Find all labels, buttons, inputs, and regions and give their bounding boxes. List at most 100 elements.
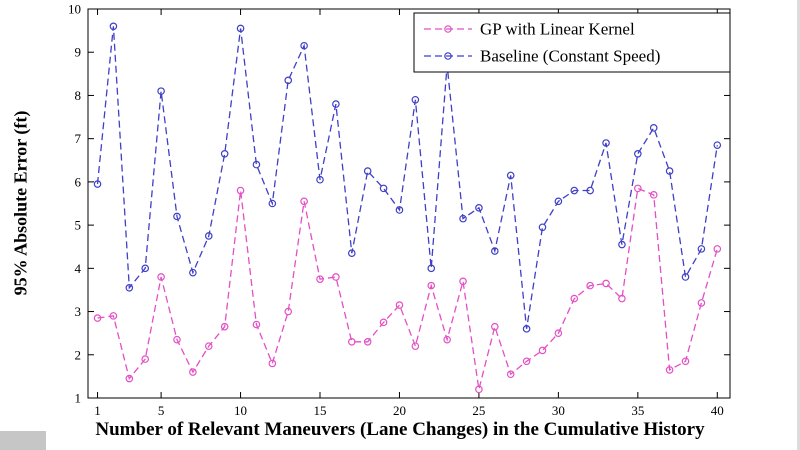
series-marker-1 (268, 199, 277, 208)
series-marker-1 (697, 245, 706, 253)
series-marker-0 (173, 335, 181, 344)
series-marker-1 (506, 171, 515, 180)
series-marker-1 (395, 206, 404, 214)
series-marker-0 (363, 338, 372, 346)
x-tick-label: 25 (472, 403, 485, 418)
series-marker-0 (697, 299, 706, 307)
y-tick-label: 6 (75, 174, 82, 189)
x-tick-label: 15 (314, 403, 327, 418)
series-marker-0 (649, 191, 658, 199)
series-marker-1 (157, 87, 165, 95)
series-marker-1 (236, 24, 245, 33)
legend-label-0: GP with Linear Kernel (480, 20, 635, 39)
series-marker-1 (634, 149, 642, 158)
series-marker-0 (522, 357, 531, 366)
series-marker-1 (570, 186, 579, 195)
series-marker-0 (109, 312, 118, 320)
series-marker-1 (618, 240, 626, 249)
screen-corner-fragment (0, 431, 46, 450)
series-marker-1 (649, 124, 658, 132)
series-marker-1 (347, 249, 356, 258)
x-tick-label: 1 (94, 403, 101, 418)
y-tick-label: 2 (75, 347, 82, 362)
x-tick-label: 20 (393, 403, 406, 418)
series-marker-0 (93, 314, 102, 322)
series-marker-1 (379, 184, 388, 193)
y-tick-label: 7 (75, 131, 82, 146)
y-axis-label: 95% Absolute Error (ft) (10, 110, 31, 296)
series-marker-1 (665, 167, 674, 175)
series-marker-0 (220, 322, 229, 331)
series-marker-1 (459, 214, 467, 223)
series-marker-0 (204, 342, 213, 350)
x-axis-label: Number of Relevant Maneuvers (Lane Chang… (95, 419, 705, 440)
series-marker-0 (665, 366, 674, 374)
series-marker-1 (411, 95, 420, 104)
series-marker-1 (300, 41, 308, 50)
series-marker-1 (93, 180, 102, 188)
series-marker-1 (363, 167, 372, 175)
series-marker-0 (379, 318, 388, 327)
series-line-1 (96, 26, 718, 329)
series-marker-0 (443, 335, 451, 344)
series-marker-0 (157, 273, 165, 281)
series-marker-1 (284, 76, 293, 85)
series-marker-0 (268, 359, 277, 368)
y-tick-label: 9 (75, 45, 82, 60)
series-marker-1 (538, 223, 547, 232)
series-marker-0 (395, 301, 404, 309)
series-marker-1 (427, 264, 436, 273)
series-marker-1 (713, 141, 722, 149)
series-marker-0 (506, 370, 515, 379)
series-marker-1 (125, 283, 134, 292)
series-marker-1 (491, 247, 499, 255)
series-marker-0 (586, 281, 594, 290)
series-marker-0 (554, 329, 563, 337)
series-marker-1 (681, 273, 690, 281)
legend-sample-marker-1 (444, 52, 452, 60)
series-marker-1 (475, 204, 483, 212)
legend-label-1: Baseline (Constant Speed) (480, 47, 660, 66)
series-marker-0 (475, 385, 483, 394)
series-marker-0 (332, 273, 340, 281)
series-marker-1 (554, 197, 563, 206)
series-marker-0 (316, 275, 324, 283)
series-marker-0 (347, 338, 356, 346)
series-marker-0 (713, 245, 722, 253)
series-marker-0 (570, 294, 579, 303)
series-marker-0 (252, 320, 261, 329)
series-marker-0 (236, 186, 245, 195)
legend-box (413, 12, 731, 73)
series-marker-0 (634, 184, 642, 193)
series-marker-1 (586, 186, 594, 195)
series-marker-1 (141, 264, 150, 273)
series-marker-0 (602, 279, 610, 288)
y-tick-label: 4 (75, 261, 82, 276)
series-marker-0 (427, 281, 436, 290)
series-marker-0 (125, 374, 134, 383)
series-marker-0 (538, 346, 547, 355)
x-tick-label: 10 (234, 403, 247, 418)
series-marker-1 (316, 175, 324, 184)
series-marker-0 (284, 307, 293, 316)
series-marker-0 (189, 368, 197, 376)
screen-edge-strip (797, 0, 800, 450)
y-tick-label: 8 (75, 88, 82, 103)
series-marker-0 (618, 294, 626, 303)
series-marker-1 (220, 149, 229, 158)
x-tick-label: 30 (552, 403, 565, 418)
y-tick-label: 3 (75, 304, 82, 319)
series-marker-1 (332, 100, 340, 108)
series-marker-0 (459, 277, 467, 286)
series-marker-0 (141, 355, 150, 363)
legend-sample-marker-0 (444, 25, 452, 33)
series-marker-1 (522, 325, 531, 333)
y-tick-label: 1 (75, 391, 82, 406)
series-marker-0 (411, 342, 420, 350)
series-marker-1 (109, 22, 118, 31)
x-tick-label: 35 (631, 403, 644, 418)
plot-box (87, 8, 731, 399)
series-marker-1 (189, 268, 197, 277)
